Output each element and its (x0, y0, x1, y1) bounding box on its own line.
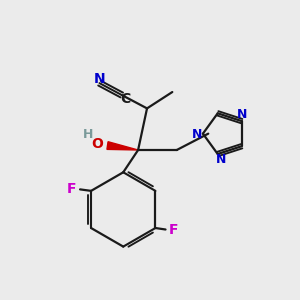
Text: F: F (67, 182, 76, 197)
Text: O: O (92, 137, 103, 151)
Text: C: C (120, 92, 130, 106)
Text: F: F (169, 223, 178, 236)
Text: N: N (216, 153, 226, 167)
Text: N: N (236, 108, 247, 121)
Polygon shape (107, 142, 138, 150)
Text: N: N (192, 128, 202, 141)
Text: H: H (82, 128, 93, 141)
Text: N: N (94, 72, 105, 86)
